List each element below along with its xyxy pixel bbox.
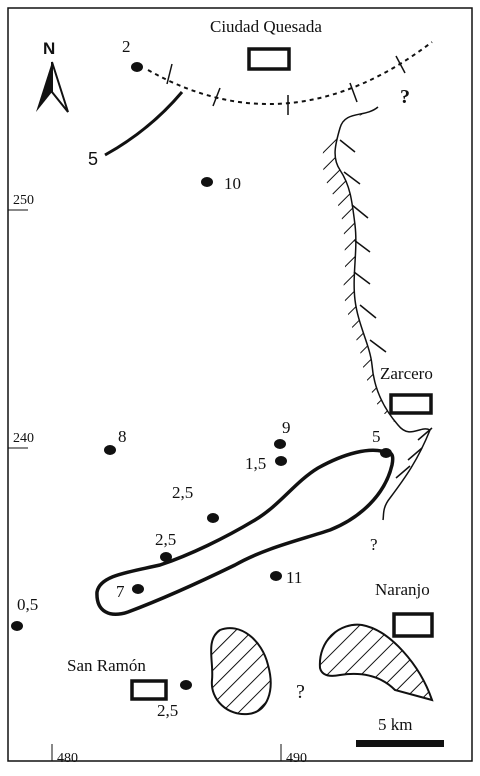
svg-text:2: 2 [122,37,131,56]
town-label-zarcero: Zarcero [380,364,433,383]
escarpment-zone [322,106,433,521]
town-label-san-ramon: San Ramón [67,656,146,675]
svg-text:2,5: 2,5 [155,530,176,549]
map-frame [7,7,473,762]
svg-text:8: 8 [118,427,127,446]
tick-label-y-240: 240 [13,431,34,446]
sample-point-2-5-a: 2,5 [172,483,219,523]
contour-line [104,91,184,157]
sample-point-5-zarcero: 5 [372,427,392,458]
svg-text:2,5: 2,5 [157,701,178,720]
uncertain-mark-north: ? [400,86,410,108]
contour-label: 5 [88,149,98,169]
town-marker-san-ramon [130,679,168,701]
tick-label-y-250: 250 [13,193,34,208]
hatched-body-southeast [318,623,434,702]
town-marker-ciudad-quesada [247,47,291,71]
town-marker-zarcero [389,393,433,415]
sample-point-10: 10 [201,174,241,193]
uncertain-mark-south: ? [296,681,305,703]
svg-text:10: 10 [224,174,241,193]
north-arrow-label: N [43,39,55,58]
north-arrow-icon: N [36,39,69,113]
sample-point-0-5: 0,5 [11,595,38,631]
sample-point-2-5-b: 2,5 [155,530,176,562]
outlined-body [95,448,395,616]
sample-point-2: 2 [122,37,143,72]
svg-text:11: 11 [286,568,302,587]
sample-point-2-5-san-ramon: 2,5 [157,680,192,720]
svg-text:9: 9 [282,418,291,437]
tick-label-x-480: 480 [57,751,78,766]
svg-text:2,5: 2,5 [172,483,193,502]
scale-bar [356,740,444,747]
sample-point-9: 9 [274,418,291,449]
uncertain-mark-zarcero: ? [370,535,378,554]
svg-text:0,5: 0,5 [17,595,38,614]
town-marker-naranjo [392,612,434,638]
scale-bar-label: 5 km [378,715,412,734]
hatched-body-southwest [210,627,272,716]
town-label-naranjo: Naranjo [375,580,430,599]
sample-point-1-5: 1,5 [245,454,287,473]
town-label-ciudad-quesada: Ciudad Quesada [210,17,322,36]
svg-text:7: 7 [116,582,125,601]
tick-label-x-490: 490 [286,751,307,766]
sample-point-11: 11 [270,568,302,587]
svg-text:5: 5 [372,427,381,446]
caldera-rim [147,41,433,115]
svg-text:1,5: 1,5 [245,454,266,473]
sample-point-7: 7 [116,582,144,601]
sample-point-8: 8 [104,427,127,455]
